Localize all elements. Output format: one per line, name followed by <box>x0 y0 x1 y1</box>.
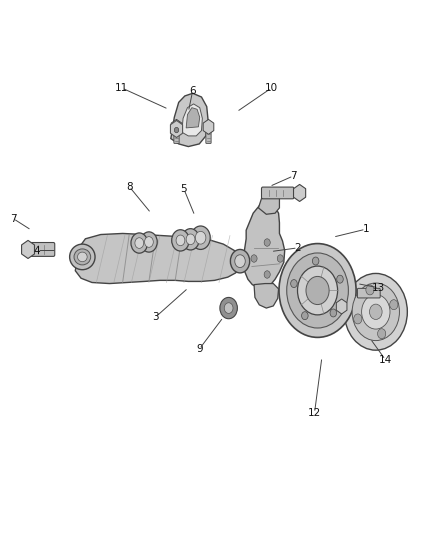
Text: 2: 2 <box>294 243 301 253</box>
Polygon shape <box>254 284 279 308</box>
Circle shape <box>312 257 319 265</box>
Circle shape <box>186 234 195 245</box>
Circle shape <box>297 266 338 315</box>
Polygon shape <box>186 108 200 128</box>
FancyBboxPatch shape <box>357 288 380 298</box>
Text: 10: 10 <box>265 83 278 93</box>
Circle shape <box>220 297 237 319</box>
Circle shape <box>378 329 386 338</box>
FancyBboxPatch shape <box>261 187 294 199</box>
Ellipse shape <box>74 249 91 265</box>
Text: 13: 13 <box>372 283 385 293</box>
Circle shape <box>366 285 374 295</box>
Circle shape <box>235 255 245 268</box>
Polygon shape <box>182 104 202 136</box>
Circle shape <box>251 255 257 262</box>
Circle shape <box>141 232 157 252</box>
Text: 8: 8 <box>126 182 133 191</box>
Circle shape <box>352 283 399 341</box>
Circle shape <box>224 303 233 313</box>
Circle shape <box>390 300 398 310</box>
Polygon shape <box>244 204 285 288</box>
FancyBboxPatch shape <box>26 243 55 256</box>
Circle shape <box>354 314 362 324</box>
Text: 3: 3 <box>152 312 159 322</box>
Text: 12: 12 <box>308 408 321 418</box>
Circle shape <box>176 235 185 246</box>
Text: 6: 6 <box>189 86 196 95</box>
Circle shape <box>277 255 283 262</box>
Ellipse shape <box>70 244 95 270</box>
Circle shape <box>174 127 179 133</box>
Circle shape <box>370 304 382 319</box>
FancyBboxPatch shape <box>174 130 179 143</box>
Circle shape <box>344 273 407 350</box>
Circle shape <box>302 312 308 320</box>
Text: 1: 1 <box>362 224 369 234</box>
Text: 11: 11 <box>115 83 128 93</box>
Text: 9: 9 <box>196 344 203 354</box>
Circle shape <box>362 295 390 329</box>
Circle shape <box>264 271 270 278</box>
Text: 14: 14 <box>379 355 392 365</box>
Circle shape <box>230 249 250 273</box>
Circle shape <box>330 309 336 317</box>
Circle shape <box>279 244 356 337</box>
Circle shape <box>291 280 297 288</box>
Circle shape <box>264 239 270 246</box>
Text: 4: 4 <box>34 246 41 255</box>
Circle shape <box>195 231 206 244</box>
Text: 5: 5 <box>180 184 187 194</box>
Polygon shape <box>170 120 183 138</box>
FancyBboxPatch shape <box>206 130 211 143</box>
Circle shape <box>131 233 148 253</box>
Ellipse shape <box>78 252 87 262</box>
Polygon shape <box>336 299 347 314</box>
Text: 7: 7 <box>10 214 17 223</box>
Polygon shape <box>203 119 214 134</box>
Circle shape <box>337 275 343 283</box>
Circle shape <box>172 230 189 251</box>
Text: 7: 7 <box>290 171 297 181</box>
Circle shape <box>191 226 210 249</box>
Polygon shape <box>293 184 306 201</box>
Polygon shape <box>21 240 35 259</box>
Polygon shape <box>171 93 208 147</box>
Polygon shape <box>171 119 182 134</box>
Circle shape <box>135 238 144 248</box>
Circle shape <box>306 277 329 304</box>
Polygon shape <box>75 233 240 284</box>
Circle shape <box>145 237 153 247</box>
Circle shape <box>182 229 199 250</box>
Circle shape <box>287 253 348 328</box>
Polygon shape <box>258 189 279 214</box>
